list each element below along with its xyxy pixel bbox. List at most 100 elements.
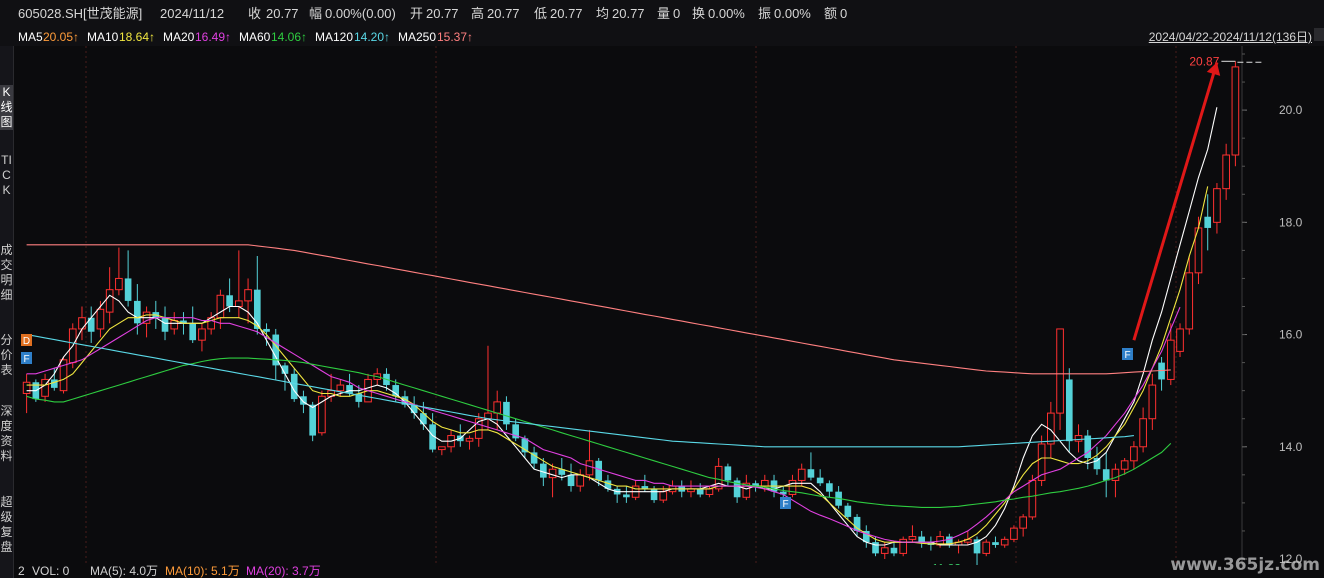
high-label: 高 — [471, 6, 485, 21]
candle-body-up — [899, 538, 908, 554]
candle-body-up — [1028, 479, 1037, 518]
side-tab-3[interactable]: 成交明细 — [0, 243, 13, 302]
candle-body-down — [309, 404, 316, 436]
candle-body-down — [733, 480, 741, 498]
side-tab-2[interactable]: TICK — [1, 153, 12, 197]
candle-body-up — [880, 547, 889, 554]
candle-body-up — [1000, 538, 1009, 546]
y-tick-label: 14.0 — [1279, 440, 1303, 454]
candle-body-down — [530, 452, 538, 464]
ma-legend-value-ma60: 14.06↑ — [271, 30, 308, 44]
max-price-label: 20.87 — [1189, 54, 1219, 68]
volume-label: 量 — [657, 6, 671, 21]
marker-f-3-text: F — [1124, 350, 1130, 361]
open-value: 20.77 — [426, 6, 459, 21]
side-tab-5[interactable]: 深度资料 — [0, 404, 13, 463]
min-price-label: 11.83 — [932, 562, 961, 565]
candle-body-down — [253, 289, 261, 329]
candle-body-down — [779, 491, 787, 495]
trend-arrow-shaft — [1132, 61, 1219, 341]
candle-body-down — [87, 317, 95, 332]
quote-date: 2024/11/12 — [160, 6, 225, 21]
candle-body-down — [346, 385, 353, 394]
candle-body-down — [752, 483, 759, 487]
kline-chart[interactable]: 20.018.016.014.012.020.8711.83DFFF — [14, 46, 1324, 565]
candle-body-down — [872, 542, 879, 554]
candle-body-up — [714, 465, 723, 490]
candle-body-up — [235, 300, 243, 307]
candle-body-down — [401, 396, 409, 405]
side-tab-4[interactable]: 分价表 — [0, 333, 13, 377]
marker-f-2-text: F — [782, 499, 788, 510]
candle-body-up — [78, 317, 86, 330]
candle-body-up — [1019, 516, 1027, 529]
panel-toggle-button[interactable] — [1314, 28, 1324, 41]
volume-ma20: MA(20): 3.7万 — [246, 564, 321, 578]
candle-body-up — [1139, 418, 1147, 448]
avg-value: 20.77 — [612, 6, 645, 21]
candle-body-down — [1065, 379, 1073, 442]
candle-body-down — [540, 463, 547, 478]
marker-d-box — [21, 334, 32, 346]
candle-body-down — [226, 295, 233, 307]
candle-body-down — [567, 474, 575, 487]
candle-body-down — [134, 300, 141, 324]
candle-body-down — [826, 483, 833, 492]
volume-value: 0 — [673, 6, 681, 21]
candle-body-down — [807, 469, 815, 478]
side-tab-6[interactable]: 超级复盘 — [0, 495, 13, 554]
ma-legend-label-ma10: MA10 — [87, 30, 119, 44]
change-value: 0.00%(0.00) — [325, 6, 396, 21]
candle-body-down — [595, 460, 603, 481]
candle-body-down — [890, 547, 898, 554]
candle-body-down — [503, 401, 510, 425]
candle-body-up — [22, 381, 31, 394]
date-range-selector[interactable]: 2024/04/22-2024/11/12(136日) — [1148, 30, 1312, 44]
ma-legend-label-ma120: MA120 — [315, 30, 354, 44]
ma-line-ma60 — [26, 357, 1172, 508]
candle-body-down — [1102, 469, 1110, 481]
candle-body-down — [300, 396, 307, 405]
candle-body-down — [512, 424, 519, 439]
candle-body-down — [161, 317, 169, 332]
candle-body-up — [1176, 328, 1184, 352]
candle-body-up — [1074, 435, 1083, 442]
close-label: 收 — [248, 6, 262, 21]
candle-body-up — [908, 536, 917, 540]
ma-legend-label-ma5: MA5 — [18, 30, 43, 44]
candle-body-up — [336, 384, 345, 392]
candle-body-up — [170, 320, 179, 330]
candle-body-up — [59, 359, 68, 392]
candle-body-down — [124, 278, 132, 301]
candle-body-up — [1166, 339, 1175, 380]
candle-body-up — [465, 437, 474, 442]
candle-body-up — [1130, 446, 1138, 462]
candle-body-up — [216, 294, 225, 319]
side-tab-1[interactable]: K线图 — [0, 85, 13, 130]
ma-legend-value-ma20: 16.49↑ — [195, 30, 232, 44]
volume-panel-index: 2 — [18, 564, 25, 578]
volume-indicator-bar: 2 VOL: 0 MA(5): 4.0万 MA(10): 5.1万 MA(20)… — [14, 565, 1324, 578]
candle-body-down — [724, 466, 732, 481]
candle-body-up — [474, 418, 483, 439]
stock-code-name[interactable]: 605028.SH[世茂能源] — [18, 6, 143, 21]
avg-label: 均 — [596, 6, 610, 21]
candle-body-down — [410, 404, 418, 414]
candle-body-down — [862, 530, 870, 543]
low-value: 20.77 — [550, 6, 583, 21]
candle-body-down — [1204, 216, 1212, 228]
marker-f-1-box — [21, 352, 32, 364]
candle-body-up — [41, 378, 49, 397]
amount-label: 额 — [824, 6, 838, 21]
candle-body-up — [797, 468, 806, 481]
ma-line-ma250 — [26, 244, 1171, 375]
candle-body-up — [1111, 468, 1120, 481]
candle-body-up — [982, 541, 991, 554]
volume-ma5: MA(5): 4.0万 — [90, 564, 159, 578]
candle-body-up — [244, 289, 252, 302]
candle-body-up — [198, 328, 206, 341]
ma-legend-value-ma10: 18.64↑ — [119, 30, 156, 44]
watermark-text: www.365jz.com — [1170, 555, 1320, 575]
ma-line-ma5 — [26, 107, 1218, 546]
ma-line-ma20 — [26, 306, 1181, 543]
